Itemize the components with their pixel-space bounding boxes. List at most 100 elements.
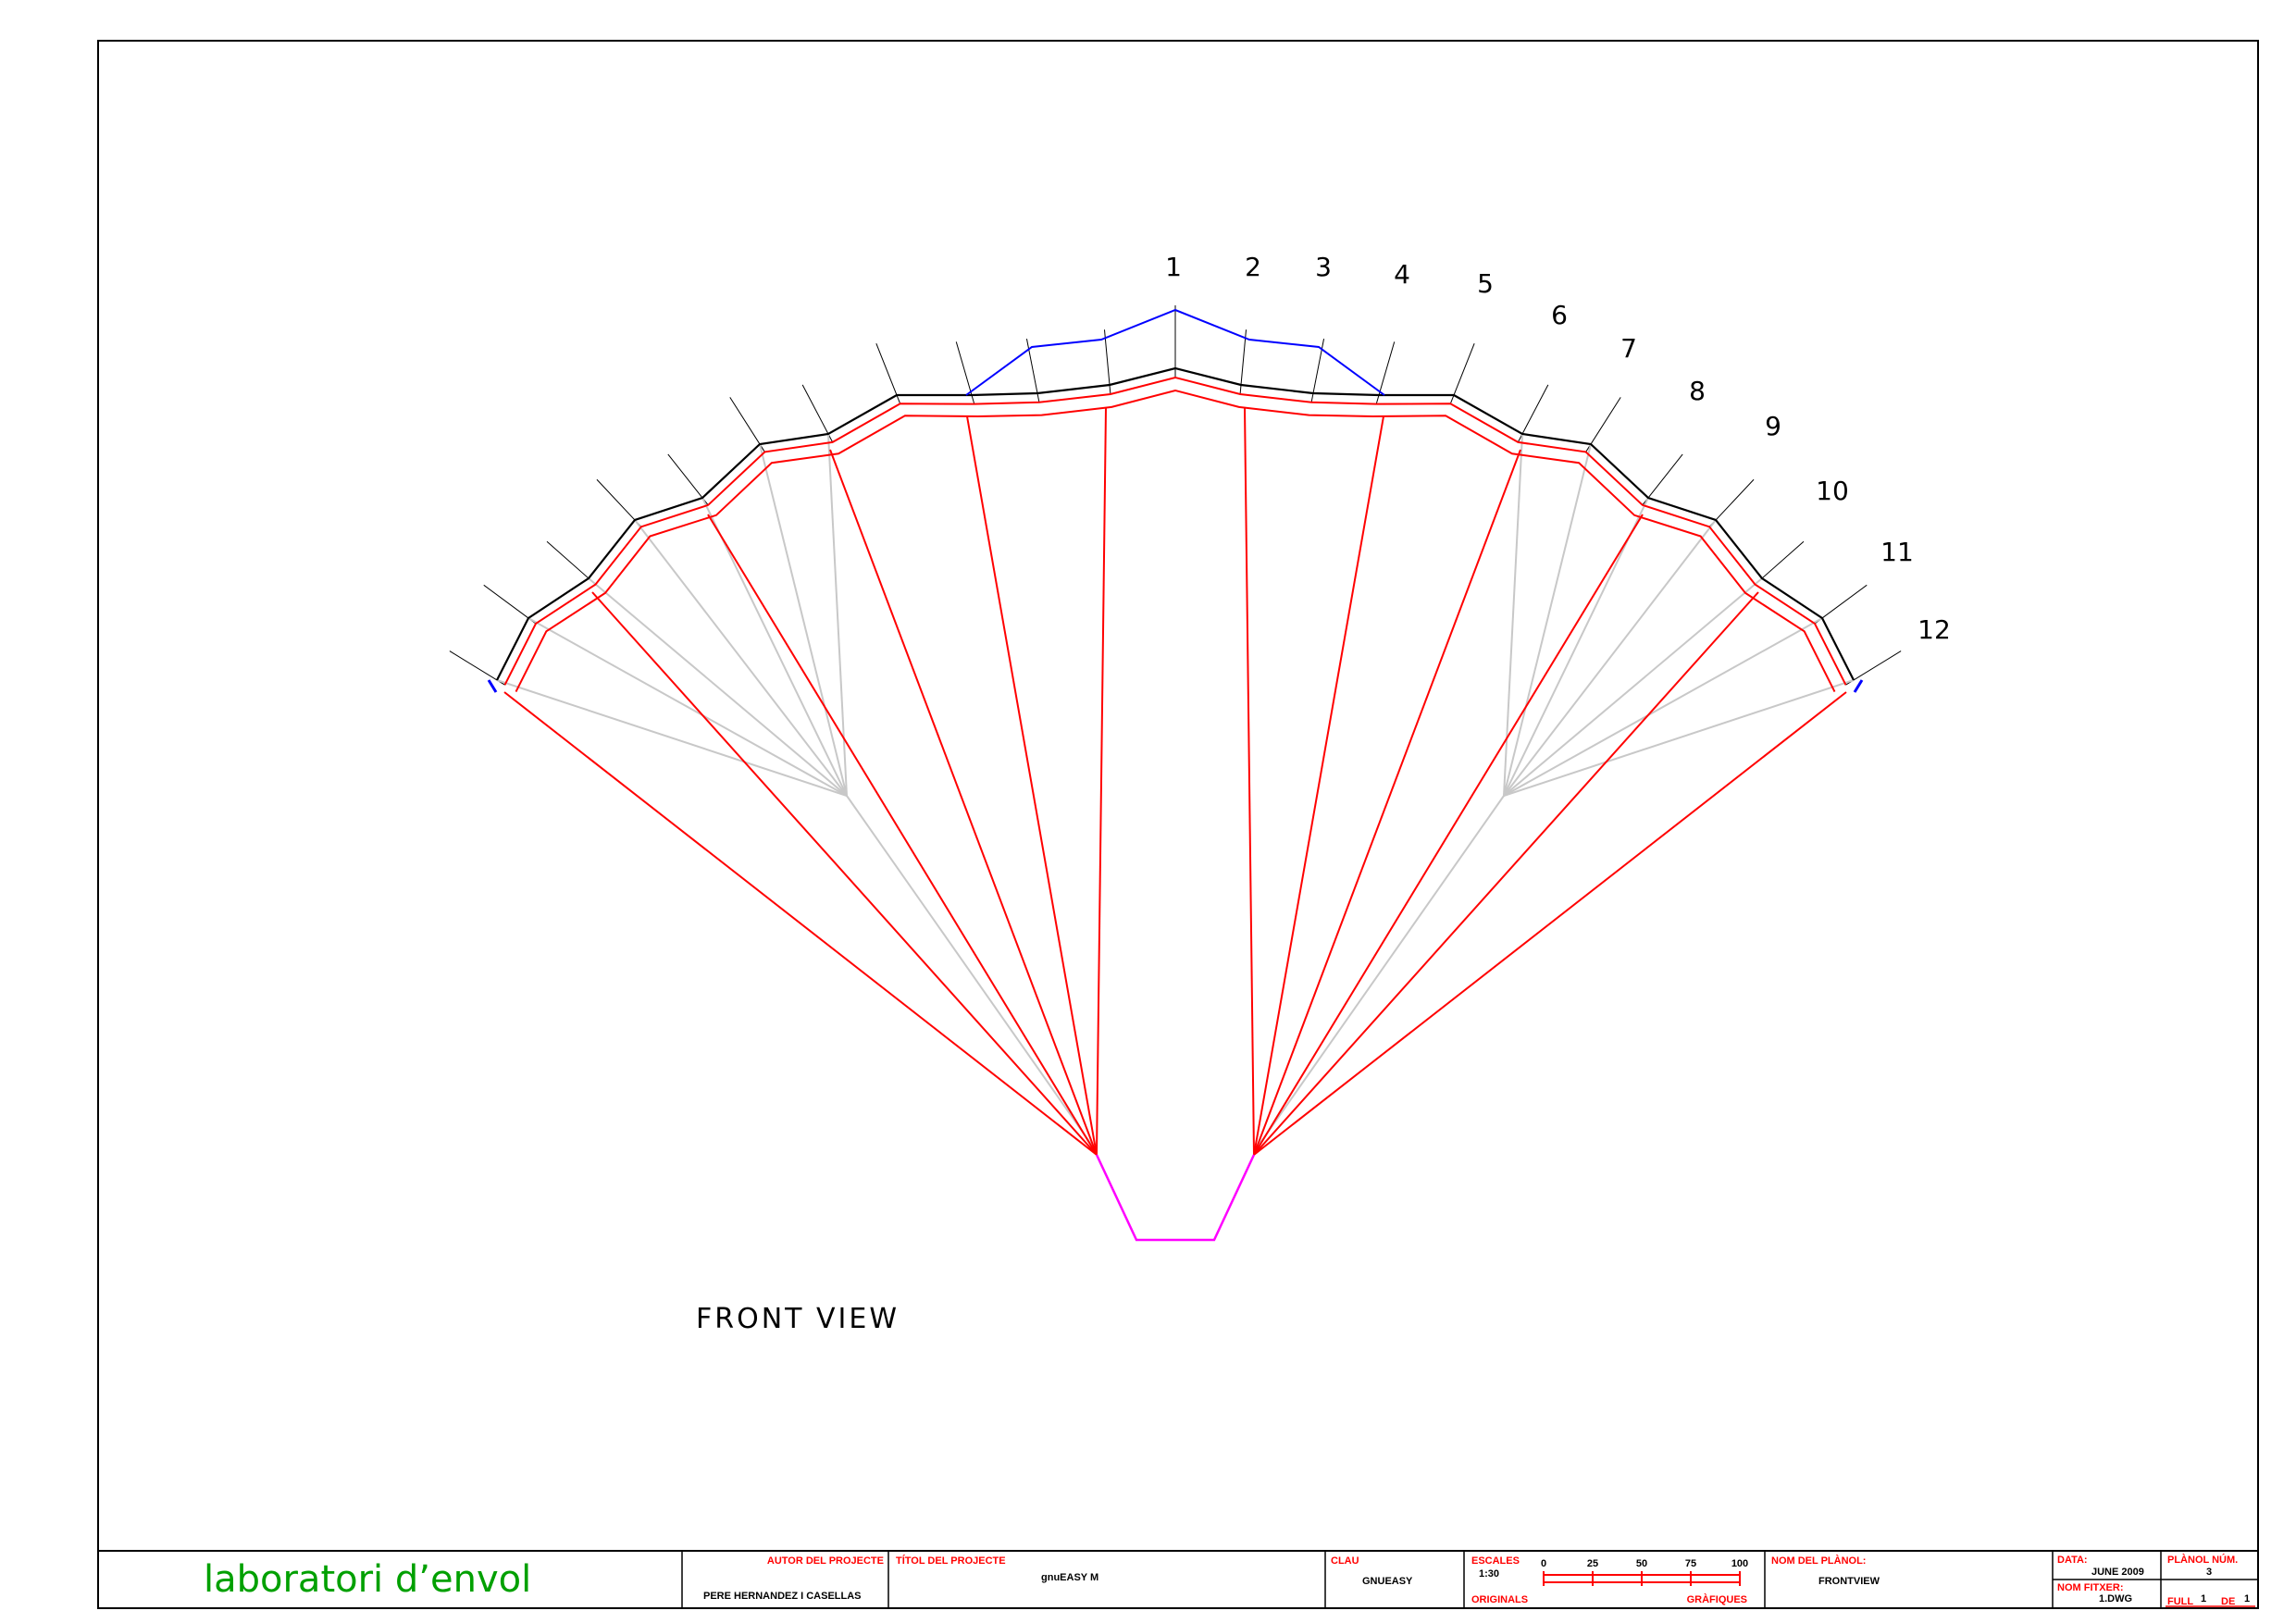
lower-surface (503, 376, 1847, 686)
rib-tick (1642, 453, 1683, 506)
inflated-profile (487, 308, 1864, 693)
rib-ticks (449, 305, 1902, 686)
sheet-value: 1 (2201, 1593, 2206, 1604)
rib-tick (729, 397, 765, 452)
graphic-scale-bar: 0 25 50 75 100 (1541, 1558, 1748, 1586)
rib-label-7: 7 (1620, 333, 1637, 364)
sheet-label: FULL (2167, 1596, 2193, 1607)
suspension-line (1253, 691, 1847, 1156)
key-value: GNUEASY (1362, 1576, 1413, 1587)
guide-line (1253, 795, 1505, 1153)
key-header: CLAU (1331, 1555, 1359, 1567)
rib-tick (667, 453, 709, 506)
rib-label-1: 1 (1165, 252, 1182, 282)
suspension-line (1253, 449, 1521, 1156)
suspension-line (829, 449, 1098, 1156)
rib-label-10: 10 (1816, 476, 1849, 506)
rib-label-11: 11 (1880, 537, 1914, 567)
guide-line (827, 433, 848, 797)
rib-tick (1845, 650, 1902, 686)
guide-line (588, 577, 848, 797)
pilot-outline (1095, 1154, 1256, 1242)
plan-name-value: FRONTVIEW (1818, 1576, 1880, 1587)
guide-line (846, 795, 1098, 1153)
suspension-line (1096, 406, 1107, 1156)
guide-line (496, 679, 848, 797)
suspension-line (966, 415, 1098, 1156)
rib-tick (1375, 341, 1396, 404)
guide-line (1503, 617, 1823, 797)
file-header: NOM FITXER: (2057, 1582, 2124, 1593)
suspension-line (1253, 415, 1384, 1156)
rib-tick (1814, 584, 1868, 625)
date-header: DATA: (2057, 1555, 2088, 1566)
rib-tick (483, 584, 537, 625)
scale-tick-label: 50 (1636, 1558, 1647, 1569)
scale-tick-label: 25 (1587, 1558, 1598, 1569)
guide-line (1503, 519, 1717, 797)
view-title: FRONT VIEW (696, 1303, 900, 1335)
pilot-harness (1095, 1154, 1256, 1242)
guide-line (527, 617, 848, 797)
guide-line (701, 497, 848, 797)
suspension-lines (503, 406, 1847, 1156)
project-value: gnuEASY M (1041, 1572, 1098, 1583)
author-header: AUTOR DEL PROJECTE (767, 1555, 884, 1567)
rib-tick (1585, 397, 1621, 452)
upper-surface (496, 366, 1855, 681)
rib-tick (596, 478, 642, 527)
rib-label-2: 2 (1245, 252, 1261, 282)
guide-line (1503, 577, 1763, 797)
rib-tick (801, 384, 834, 443)
plan-name-header: NOM DEL PLÀNOL: (1771, 1555, 1866, 1567)
drawing-frame (97, 40, 2259, 1609)
scale-value: 1:30 (1479, 1568, 1499, 1580)
scales-header: ESCALES (1471, 1555, 1520, 1567)
suspension-line (1253, 591, 1759, 1156)
construction-guides (496, 433, 1855, 1153)
title-block: laboratori d’envol AUTOR DEL PROJECTE PE… (98, 1550, 2258, 1608)
profile-tip (487, 679, 498, 693)
canopy-outline (496, 366, 1855, 693)
rib-tick (1755, 540, 1805, 585)
guide-line (1503, 679, 1855, 797)
plan-num-value: 3 (2206, 1567, 2212, 1578)
plan-num-header: PLÀNOL NÚM. (2167, 1554, 2238, 1566)
suspension-line (591, 591, 1098, 1156)
rib-tick (1708, 478, 1755, 527)
guide-line (634, 519, 848, 797)
suspension-line (1244, 406, 1255, 1156)
project-header: TÍTOL DEL PROJECTE (896, 1555, 1006, 1567)
graphics-label: GRÀFIQUES (1687, 1593, 1747, 1605)
rib-tick (449, 650, 505, 686)
rib-label-5: 5 (1477, 268, 1494, 299)
profile-line (965, 308, 1385, 396)
profile-tip (1853, 679, 1864, 693)
file-value: 1.DWG (2099, 1593, 2132, 1604)
rib-tick (1449, 343, 1475, 404)
rib-label-4: 4 (1394, 259, 1410, 290)
rib-label-8: 8 (1689, 376, 1706, 406)
suspension-line (707, 514, 1098, 1156)
rib-tick (1517, 384, 1549, 443)
originals-label: ORIGINALS (1471, 1594, 1528, 1605)
suspension-line (503, 691, 1098, 1156)
suspension-line (1253, 514, 1644, 1156)
guide-line (759, 443, 848, 797)
rib-tick (875, 343, 901, 404)
guide-line (1503, 443, 1592, 797)
author-value: PERE HERNANDEZ I CASELLAS (703, 1591, 862, 1602)
sheet-total: 1 (2244, 1593, 2250, 1604)
sheet-of-label: DE (2221, 1596, 2235, 1607)
rib-label-9: 9 (1765, 411, 1781, 441)
rib-tick (1103, 329, 1111, 395)
rib-tick (1239, 329, 1247, 395)
date-value: JUNE 2009 (2091, 1567, 2144, 1578)
guide-line (1503, 497, 1649, 797)
scale-tick-label: 75 (1685, 1558, 1696, 1569)
lab-logo: laboratori d’envol (204, 1558, 531, 1601)
rib-tick (955, 341, 975, 404)
